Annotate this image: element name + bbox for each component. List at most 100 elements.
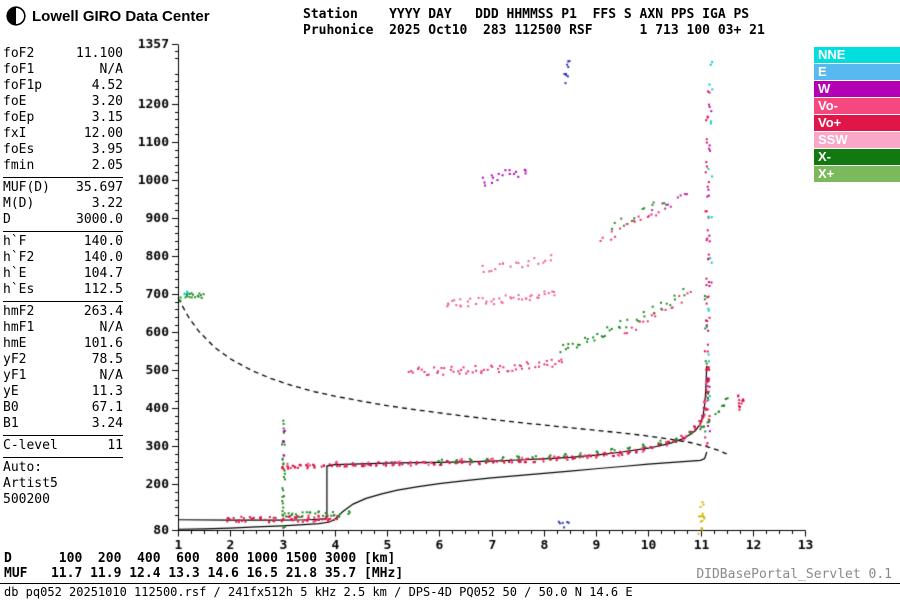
param-label: M(D): [3, 196, 35, 211]
param-row: foEs 3.95: [3, 142, 123, 158]
param-label: hmF2: [3, 304, 35, 319]
param-value: 140.0: [83, 250, 123, 265]
param-value: 67.1: [91, 400, 123, 415]
param-label: foEp: [3, 110, 35, 125]
servlet-version-label: DIDBasePortal_Servlet 0.1: [696, 567, 892, 582]
parameter-panel: foF2 11.100 foF1 N/A foF1p 4.52 foE 3.20 foEp 3.1…: [3, 44, 123, 511]
param-label: fxI: [3, 126, 27, 141]
param-group: foF2 11.100 foF1 N/A foF1p 4.52 foE 3.20 foEp 3.1…: [3, 44, 123, 177]
ionogram-plot: [118, 36, 823, 561]
param-label: yF2: [3, 352, 27, 367]
legend-item-e: E: [814, 64, 900, 80]
param-label: h`E: [3, 266, 27, 281]
param-label: D: [3, 212, 11, 227]
param-row: C-level 11: [3, 438, 123, 454]
legend-item-x: X-: [814, 149, 900, 165]
param-row: h`Es 112.5: [3, 282, 123, 298]
param-row: foE 3.20: [3, 94, 123, 110]
legend-item-x: X+: [814, 166, 900, 182]
param-label: fmin: [3, 158, 35, 173]
param-value: 263.4: [83, 304, 123, 319]
param-row: M(D) 3.22: [3, 196, 123, 212]
param-value: 112.5: [83, 282, 123, 297]
param-row: B0 67.1: [3, 400, 123, 416]
legend-item-w: W: [814, 81, 900, 97]
param-label: Artist5: [3, 476, 58, 491]
param-value: 104.7: [83, 266, 123, 281]
param-label: C-level: [3, 438, 58, 453]
param-value: 140.0: [83, 234, 123, 249]
legend-item-ssw: SSW: [814, 132, 900, 148]
param-label: foF1p: [3, 78, 43, 93]
param-value: 3.95: [91, 142, 123, 157]
param-value: 3.22: [91, 196, 123, 211]
param-row: h`F 140.0: [3, 234, 123, 250]
station-header-line1: Station YYYY DAY DDD HHMMSS P1 FFS S AXN…: [303, 7, 750, 22]
param-value: 35.697: [76, 180, 123, 195]
status-text: db pq052 20251010 112500.rsf / 241fx512h…: [4, 585, 633, 599]
param-label: h`Es: [3, 282, 35, 297]
param-group: C-level 11: [3, 435, 123, 457]
legend-item-vo: Vo+: [814, 115, 900, 131]
station-header-line2: Pruhonice 2025 Oct10 283 112500 RSF 1 71…: [303, 23, 765, 38]
giro-logo-icon: [6, 6, 26, 26]
legend-item-vo: Vo-: [814, 98, 900, 114]
param-value: 3.24: [91, 416, 123, 431]
param-row: hmE 101.6: [3, 336, 123, 352]
param-label: B0: [3, 400, 19, 415]
param-value: 78.5: [91, 352, 123, 367]
param-label: Auto:: [3, 460, 43, 475]
param-row: D 3000.0: [3, 212, 123, 228]
param-row: foF2 11.100: [3, 46, 123, 62]
param-row: B1 3.24: [3, 416, 123, 432]
param-group: Auto: Artist5 500200: [3, 457, 123, 511]
param-value: 12.00: [83, 126, 123, 141]
param-row: hmF2 263.4: [3, 304, 123, 320]
param-value: 4.52: [91, 78, 123, 93]
param-value: 101.6: [83, 336, 123, 351]
param-label: foF2: [3, 46, 35, 61]
param-label: MUF(D): [3, 180, 50, 195]
echo-direction-legend: NNE E W Vo- Vo+ SSW X- X+: [814, 47, 900, 183]
status-bar: db pq052 20251010 112500.rsf / 241fx512h…: [0, 583, 900, 600]
param-label: 500200: [3, 492, 50, 507]
param-row: h`E 104.7: [3, 266, 123, 282]
param-label: yF1: [3, 368, 27, 383]
param-value: N/A: [99, 320, 123, 335]
param-row: fmin 2.05: [3, 158, 123, 174]
param-label: foEs: [3, 142, 35, 157]
param-row: yE 11.3: [3, 384, 123, 400]
param-row: foEp 3.15: [3, 110, 123, 126]
muf-scale-row: MUF 11.7 11.9 12.4 13.3 14.6 16.5 21.8 3…: [4, 566, 404, 581]
param-row: MUF(D) 35.697: [3, 180, 123, 196]
param-label: hmF1: [3, 320, 35, 335]
app-header: Lowell GIRO Data Center: [6, 6, 210, 26]
legend-item-nne: NNE: [814, 47, 900, 63]
param-label: hmE: [3, 336, 27, 351]
param-label: h`F2: [3, 250, 35, 265]
station-header: Station YYYY DAY DDD HHMMSS P1 FFS S AXN…: [303, 7, 765, 39]
param-value: 3.15: [91, 110, 123, 125]
param-label: yE: [3, 384, 19, 399]
param-value: 11.100: [76, 46, 123, 61]
param-row: foF1 N/A: [3, 62, 123, 78]
param-row: foF1p 4.52: [3, 78, 123, 94]
param-row: 500200: [3, 492, 123, 508]
param-row: h`F2 140.0: [3, 250, 123, 266]
param-group: hmF2 263.4 hmF1 N/A hmE 101.6 yF2 78.5 yF1 N/A yE 1…: [3, 301, 123, 435]
param-row: yF2 78.5: [3, 352, 123, 368]
param-label: foF1: [3, 62, 35, 77]
param-row: fxI 12.00: [3, 126, 123, 142]
param-row: yF1 N/A: [3, 368, 123, 384]
param-group: MUF(D) 35.697 M(D) 3.22 D 3000.0: [3, 177, 123, 231]
param-label: foE: [3, 94, 27, 109]
param-value: N/A: [99, 368, 123, 383]
param-value: N/A: [99, 62, 123, 77]
param-value: 3.20: [91, 94, 123, 109]
param-row: Auto:: [3, 460, 123, 476]
param-label: h`F: [3, 234, 27, 249]
logo-title: Lowell GIRO Data Center: [32, 7, 210, 25]
param-row: hmF1 N/A: [3, 320, 123, 336]
param-value: 11.3: [91, 384, 123, 399]
param-group: h`F 140.0 h`F2 140.0 h`E 104.7 h`Es 112.5: [3, 231, 123, 301]
